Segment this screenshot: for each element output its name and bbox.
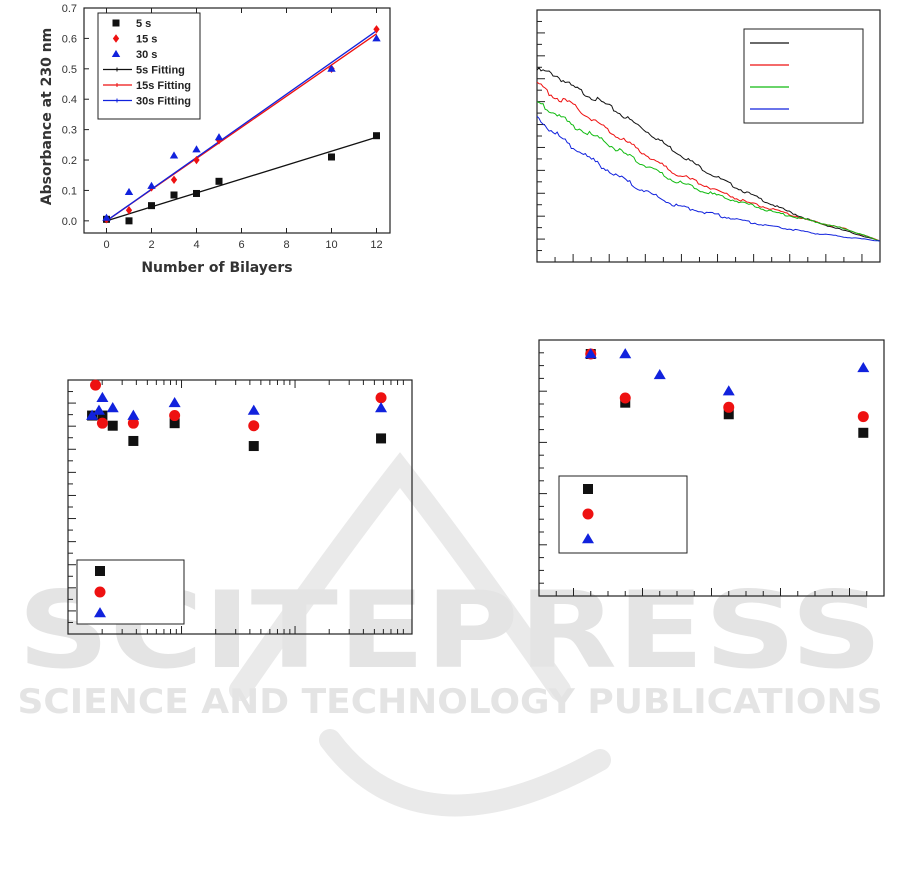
- data-point-circle: [619, 392, 631, 404]
- data-point-circle: [375, 392, 387, 404]
- x-tick-label: 10: [325, 239, 337, 251]
- plot-frame: [83, 7, 391, 234]
- data-point-circle: [723, 401, 735, 413]
- y-tick-label: 0.6: [62, 33, 77, 45]
- data-point-square: [128, 435, 139, 446]
- data-point-square: [858, 427, 869, 438]
- data-point-triangle: [147, 181, 156, 189]
- legend-label: 15s Fitting: [136, 80, 191, 92]
- data-point-triangle: [214, 133, 224, 141]
- data-point-circle: [96, 417, 108, 429]
- watermark-subtitle: SCIENCE AND TECHNOLOGY PUBLICATIONS: [18, 682, 883, 722]
- decay-curve-3: [536, 115, 881, 242]
- data-point-triangle: [92, 404, 105, 415]
- data-point-triangle: [96, 391, 109, 403]
- x-tick-label: 4: [193, 239, 199, 251]
- data-point-square: [376, 433, 387, 444]
- legend-marker-square: [95, 566, 105, 576]
- legend-box: [76, 559, 185, 625]
- data-point-square: [373, 132, 380, 140]
- legend-box: [558, 475, 688, 554]
- x-tick-label: 2: [148, 239, 154, 251]
- legend-box: [97, 12, 201, 120]
- data-point-diamond: [373, 25, 380, 34]
- x-tick-label: 12: [370, 239, 382, 251]
- data-point-triangle: [247, 404, 260, 415]
- data-point-triangle: [127, 409, 140, 420]
- data-point-square: [723, 409, 734, 420]
- decay-curve-2: [536, 101, 881, 242]
- data-point-square: [193, 189, 200, 197]
- data-point-circle: [90, 379, 102, 391]
- legend-marker-triangle: [582, 533, 594, 544]
- legend-marker-circle: [582, 508, 594, 520]
- legend-marker-triangle: [94, 607, 106, 618]
- legend-label: 15 s: [136, 34, 157, 46]
- fit-line-0: [106, 136, 377, 222]
- watermark-swoosh: [229, 452, 611, 817]
- data-point-triangle: [106, 402, 119, 413]
- y-tick-label: 0.5: [62, 64, 77, 76]
- data-point-triangle: [722, 385, 735, 396]
- data-point-triangle: [375, 402, 388, 413]
- data-point-square: [125, 217, 133, 225]
- data-point-circle: [127, 417, 139, 429]
- plot-frame: [538, 339, 885, 597]
- chart-decay-curves: [536, 9, 881, 263]
- y-tick-label: 0.1: [62, 185, 77, 197]
- data-point-square: [169, 418, 180, 429]
- x-tick-label: 0: [103, 239, 109, 251]
- watermark: SCITEPRESS SCIENCE AND TECHNOLOGY PUBLIC…: [18, 452, 883, 817]
- data-point-diamond: [125, 205, 133, 215]
- x-tick-label: 8: [283, 239, 289, 251]
- data-point-circle: [169, 410, 181, 422]
- data-point-triangle: [102, 213, 111, 221]
- data-point-triangle: [653, 368, 666, 380]
- legend-marker-diamond: [112, 34, 120, 43]
- legend-label: 30s Fitting: [136, 96, 191, 108]
- y-tick-label: 0.7: [62, 3, 77, 15]
- legend-label: 30 s: [136, 49, 157, 61]
- chart-absorbance: 0 2 4 6 8 10 12 0.0 0.1 0.2 0.3 0.4 0.5 0.6 0.7 Number …: [39, 3, 391, 276]
- x-tick-label: 6: [238, 239, 244, 251]
- data-point-triangle: [86, 409, 99, 420]
- data-point-circle: [857, 411, 869, 423]
- data-point-diamond: [193, 155, 200, 165]
- y-tick-label: 0.3: [62, 125, 77, 137]
- y-tick-label: 0.2: [62, 155, 77, 167]
- legend-label: 5 s: [136, 18, 151, 30]
- data-point-circle: [248, 420, 260, 432]
- y-axis-title: Absorbance at 230 nm: [39, 28, 55, 205]
- data-point-square: [248, 441, 259, 452]
- data-point-square: [107, 420, 118, 431]
- legend-marker-circle: [94, 586, 106, 598]
- data-point-square: [215, 177, 223, 185]
- y-tick-label: 0.0: [62, 216, 77, 228]
- legend-marker-square: [583, 484, 593, 494]
- data-point-triangle: [584, 348, 597, 359]
- data-point-triangle: [857, 362, 870, 373]
- data-point-triangle: [124, 187, 134, 195]
- legend-marker-square: [112, 19, 120, 27]
- data-point-triangle: [169, 151, 179, 159]
- legend-label: 5s Fitting: [136, 65, 185, 77]
- data-point-triangle: [192, 145, 201, 153]
- chart-scatter-lower-right: [538, 339, 885, 597]
- data-point-square: [97, 410, 108, 421]
- data-point-square: [148, 202, 155, 210]
- data-point-diamond: [170, 175, 178, 184]
- data-point-triangle: [372, 34, 381, 42]
- data-point-triangle: [168, 396, 181, 408]
- legend-box: [743, 28, 864, 124]
- y-tick-label: 0.4: [62, 94, 77, 106]
- data-point-triangle: [327, 64, 336, 72]
- data-point-square: [328, 153, 335, 161]
- data-point-square: [170, 191, 178, 199]
- chart-scatter-lower-left: [67, 379, 413, 635]
- x-axis-title: Number of Bilayers: [141, 260, 292, 276]
- legend-marker-triangle: [111, 49, 121, 57]
- data-point-triangle: [619, 348, 632, 359]
